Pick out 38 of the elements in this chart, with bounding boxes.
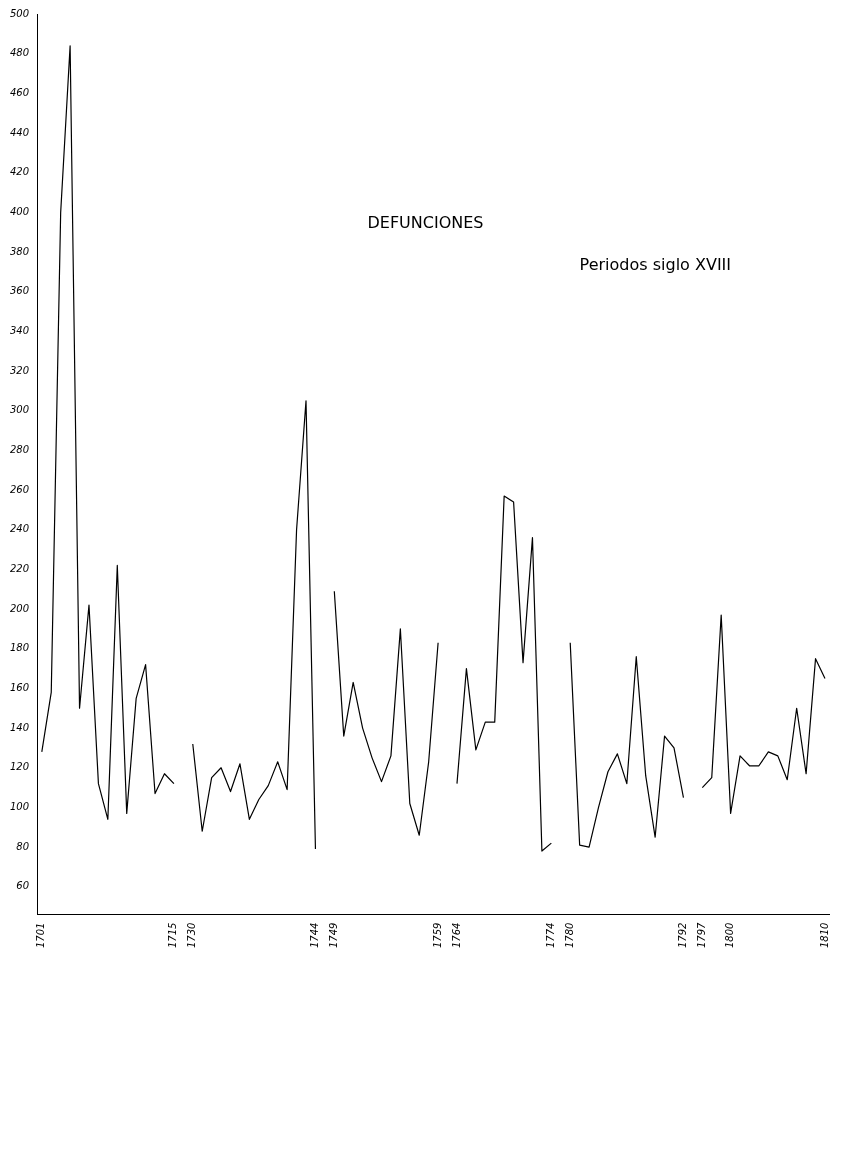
- x-tick-label: 1730: [186, 922, 198, 948]
- x-tick-label: 1797: [695, 921, 707, 948]
- y-tick-label: 360: [9, 285, 30, 297]
- x-tick-label: 1810: [818, 922, 830, 948]
- y-tick-label: 60: [16, 880, 30, 892]
- y-tick-label: 280: [9, 443, 30, 455]
- y-tick-label: 100: [9, 801, 30, 813]
- y-tick-label: 160: [9, 682, 30, 694]
- y-tick-label: 300: [9, 404, 30, 416]
- y-tick-label: 380: [9, 245, 30, 257]
- x-tick-label: 1749: [327, 922, 339, 948]
- x-tick-label: 1715: [167, 922, 179, 948]
- y-tick-label: 500: [9, 7, 30, 19]
- x-tick-label: 1701: [35, 922, 47, 948]
- x-tick-label: 1800: [724, 922, 736, 948]
- text: Periodos siglo XVIII: [579, 255, 732, 275]
- y-tick-label: 240: [9, 523, 30, 535]
- x-tick-label: 1744: [309, 922, 321, 948]
- y-tick-label: 460: [9, 86, 30, 98]
- y-tick-label: 260: [9, 483, 30, 495]
- y-tick-label: 420: [9, 166, 30, 178]
- y-tick-label: 140: [9, 721, 30, 733]
- x-tick-label: 1780: [563, 922, 575, 948]
- y-tick-label: 440: [9, 126, 30, 138]
- y-tick-label: 320: [9, 364, 30, 376]
- x-tick-label: 1774: [544, 922, 556, 948]
- text: DEFUNCIONES: [367, 213, 484, 233]
- y-tick-label: 120: [9, 761, 30, 773]
- y-tick-label: 180: [9, 642, 30, 654]
- y-tick-label: 220: [9, 563, 30, 574]
- x-tick-label: 1792: [677, 922, 689, 948]
- y-tick-label: 200: [9, 602, 30, 614]
- y-tick-label: 480: [9, 47, 30, 59]
- y-tick-label: 80: [16, 840, 30, 852]
- y-tick-label: 340: [9, 324, 30, 336]
- x-tick-label: 1759: [431, 922, 443, 948]
- x-tick-label: 1764: [450, 922, 462, 948]
- y-tick-label: 400: [9, 205, 30, 217]
